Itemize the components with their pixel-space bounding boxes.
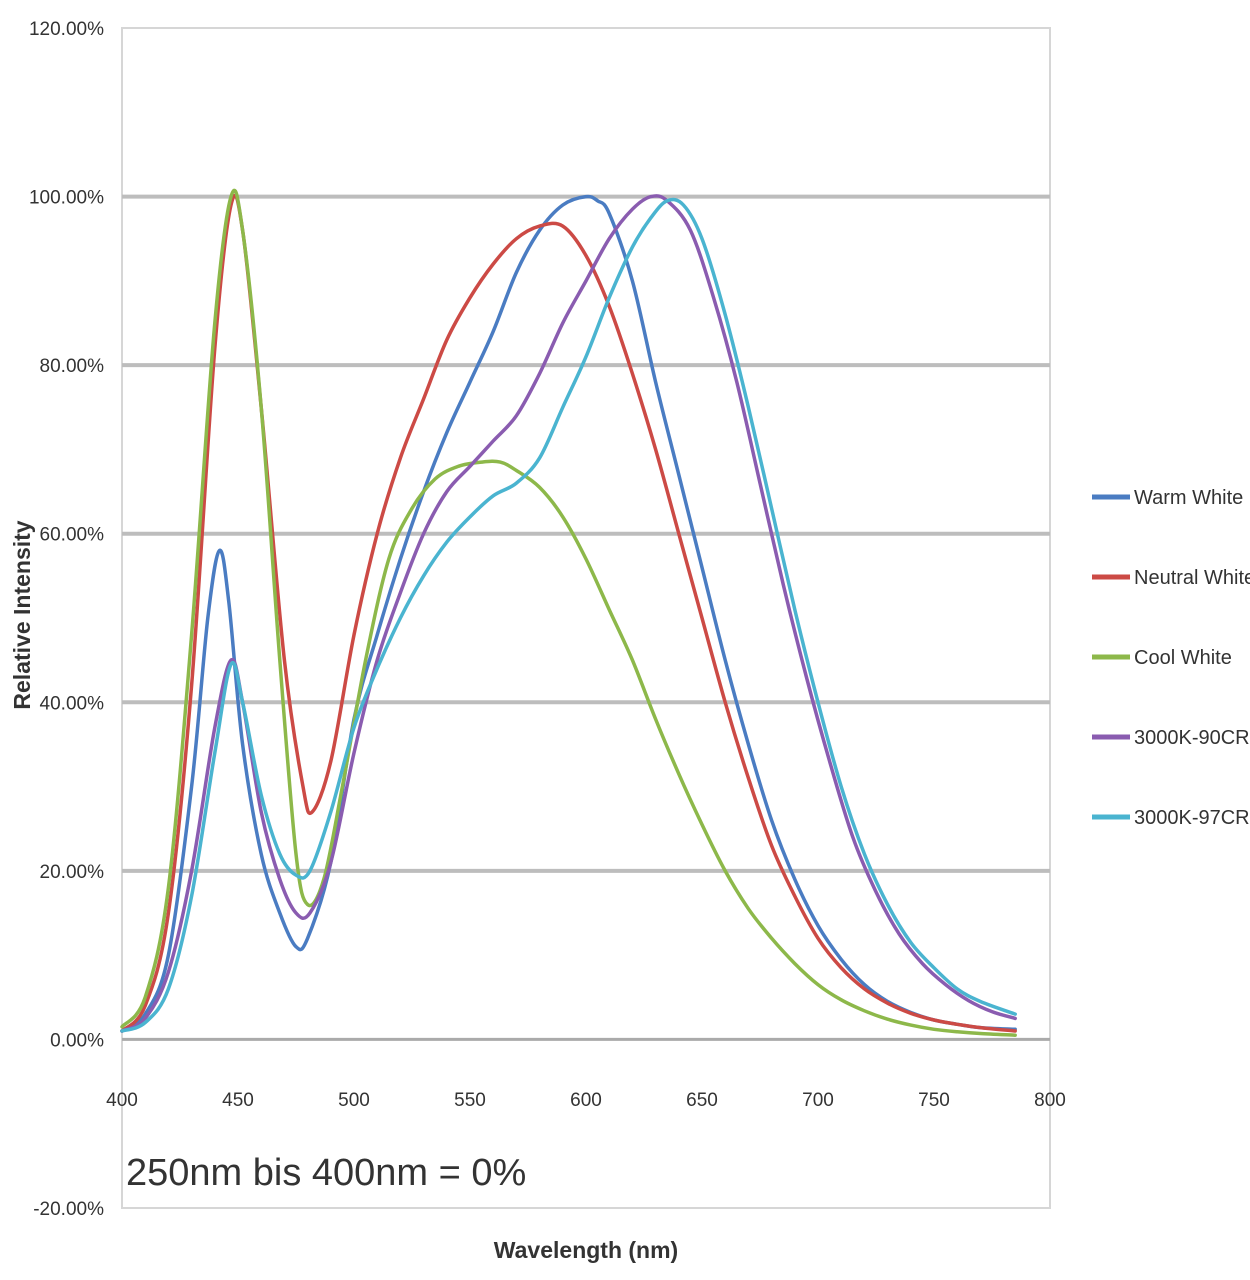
legend-label: 3000K-90CRI bbox=[1134, 727, 1250, 749]
legend-label: Neutral White bbox=[1134, 567, 1250, 589]
plot-area bbox=[121, 27, 1051, 1209]
y-tick-label: 120.00% bbox=[29, 19, 104, 40]
y-tick-label: 60.00% bbox=[40, 525, 105, 546]
x-tick-label: 800 bbox=[1034, 1090, 1066, 1111]
y-tick-label: 80.00% bbox=[40, 356, 105, 377]
x-tick-label: 650 bbox=[686, 1090, 718, 1111]
series-line-3000k-97cri bbox=[120, 197, 1017, 1033]
legend-label: Cool White bbox=[1134, 647, 1232, 669]
x-tick-label: 600 bbox=[570, 1090, 602, 1111]
x-axis-title: Wavelength (nm) bbox=[494, 1237, 678, 1263]
x-tick-label: 550 bbox=[454, 1090, 486, 1111]
annotation-text: 250nm bis 400nm = 0% bbox=[126, 1152, 526, 1194]
legend-label: 3000K-97CRI bbox=[1134, 807, 1250, 829]
legend-label: Warm White bbox=[1134, 487, 1243, 509]
x-tick-label: 750 bbox=[918, 1090, 950, 1111]
y-tick-label: 20.00% bbox=[40, 862, 105, 883]
y-axis-title: Relative Intensity bbox=[9, 520, 35, 709]
y-axis-ticks: -20.00% 0.00% 20.00% 40.00% 60.00% 80.00% 100.… bbox=[29, 19, 104, 1220]
series-line-neutral-white bbox=[120, 193, 1017, 1033]
legend: Warm White Neutral White Cool White 3000K-9… bbox=[1092, 487, 1250, 829]
x-tick-label: 400 bbox=[106, 1090, 138, 1111]
x-tick-label: 450 bbox=[222, 1090, 254, 1111]
series-line-warm-white bbox=[120, 194, 1017, 1033]
y-tick-label: -20.00% bbox=[33, 1199, 104, 1220]
x-tick-label: 700 bbox=[802, 1090, 834, 1111]
series-lines bbox=[120, 188, 1017, 1037]
x-tick-label: 500 bbox=[338, 1090, 370, 1111]
y-tick-label: 0.00% bbox=[50, 1030, 104, 1051]
x-axis-ticks: 400 450 500 550 600 650 700 750 800 bbox=[106, 1090, 1066, 1111]
y-tick-label: 100.00% bbox=[29, 188, 104, 209]
y-tick-label: 40.00% bbox=[40, 693, 105, 714]
series-line-cool-white bbox=[120, 188, 1017, 1037]
